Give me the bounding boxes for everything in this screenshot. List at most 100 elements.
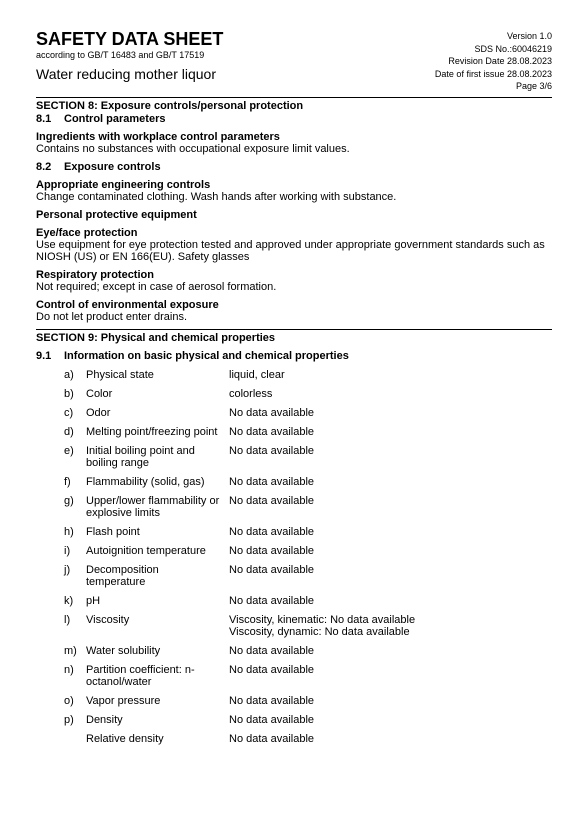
ppe-block: Personal protective equipment <box>36 209 552 221</box>
property-value: Viscosity, kinematic: No data available … <box>229 614 552 638</box>
property-row: n)Partition coefficient: n-octanol/water… <box>64 664 552 688</box>
property-row: e)Initial boiling point and boiling rang… <box>64 445 552 469</box>
env-block: Control of environmental exposure Do not… <box>36 299 552 323</box>
property-value: No data available <box>229 645 552 657</box>
section9-title: SECTION 9: Physical and chemical propert… <box>36 332 552 344</box>
s81-title: Control parameters <box>64 113 165 125</box>
eng-title: Appropriate engineering controls <box>36 179 552 191</box>
property-label: Density <box>86 714 229 726</box>
product-name: Water reducing mother liquor <box>36 66 223 82</box>
property-letter: c) <box>64 407 86 419</box>
ingredients-block: Ingredients with workplace control param… <box>36 131 552 155</box>
property-label: Partition coefficient: n-octanol/water <box>86 664 229 688</box>
divider <box>36 329 552 330</box>
s82-row: 8.2 Exposure controls <box>36 161 552 173</box>
property-letter: i) <box>64 545 86 557</box>
divider <box>36 97 552 98</box>
property-letter: f) <box>64 476 86 488</box>
property-label: Autoignition temperature <box>86 545 229 557</box>
property-letter: g) <box>64 495 86 507</box>
property-row: h)Flash pointNo data available <box>64 526 552 538</box>
env-text: Do not let product enter drains. <box>36 311 552 323</box>
property-letter: n) <box>64 664 86 676</box>
property-label: Flash point <box>86 526 229 538</box>
property-letter: l) <box>64 614 86 626</box>
property-value: No data available <box>229 407 552 419</box>
property-value: No data available <box>229 426 552 438</box>
eye-text: Use equipment for eye protection tested … <box>36 239 552 263</box>
s82-num: 8.2 <box>36 161 64 173</box>
resp-block: Respiratory protection Not required; exc… <box>36 269 552 293</box>
property-letter: d) <box>64 426 86 438</box>
property-letter: k) <box>64 595 86 607</box>
property-value: colorless <box>229 388 552 400</box>
property-label: Physical state <box>86 369 229 381</box>
eye-title: Eye/face protection <box>36 227 552 239</box>
property-label: Melting point/freezing point <box>86 426 229 438</box>
property-value: No data available <box>229 733 552 745</box>
property-label: pH <box>86 595 229 607</box>
ingredients-title: Ingredients with workplace control param… <box>36 131 552 143</box>
property-letter: p) <box>64 714 86 726</box>
header: SAFETY DATA SHEET according to GB/T 1648… <box>36 30 552 93</box>
property-row: l)ViscosityViscosity, kinematic: No data… <box>64 614 552 638</box>
property-row: p)DensityNo data available <box>64 714 552 726</box>
sds-no: SDS No.:60046219 <box>435 43 552 56</box>
property-row: g)Upper/lower flammability or explosive … <box>64 495 552 519</box>
eng-block: Appropriate engineering controls Change … <box>36 179 552 203</box>
s91-title: Information on basic physical and chemic… <box>64 350 349 362</box>
header-meta: Version 1.0 SDS No.:60046219 Revision Da… <box>435 30 552 93</box>
property-value: No data available <box>229 445 552 457</box>
property-row: c)OdorNo data available <box>64 407 552 419</box>
property-value: No data available <box>229 476 552 488</box>
eye-block: Eye/face protection Use equipment for ey… <box>36 227 552 263</box>
property-row: k)pHNo data available <box>64 595 552 607</box>
property-letter: j) <box>64 564 86 576</box>
property-label: Color <box>86 388 229 400</box>
property-letter: h) <box>64 526 86 538</box>
page-number: Page 3/6 <box>435 80 552 93</box>
property-label: Decomposition temperature <box>86 564 229 588</box>
revision-date: Revision Date 28.08.2023 <box>435 55 552 68</box>
property-label: Viscosity <box>86 614 229 626</box>
header-left: SAFETY DATA SHEET according to GB/T 1648… <box>36 30 223 92</box>
eng-text: Change contaminated clothing. Wash hands… <box>36 191 552 203</box>
property-row: i)Autoignition temperatureNo data availa… <box>64 545 552 557</box>
property-label: Flammability (solid, gas) <box>86 476 229 488</box>
ppe-title: Personal protective equipment <box>36 209 552 221</box>
property-value: No data available <box>229 495 552 507</box>
property-letter: a) <box>64 369 86 381</box>
property-row: b)Colorcolorless <box>64 388 552 400</box>
s91-num: 9.1 <box>36 350 64 362</box>
section8-title: SECTION 8: Exposure controls/personal pr… <box>36 100 552 112</box>
property-value: No data available <box>229 595 552 607</box>
property-label: Relative density <box>86 733 229 745</box>
property-value: No data available <box>229 564 552 576</box>
version: Version 1.0 <box>435 30 552 43</box>
property-label: Vapor pressure <box>86 695 229 707</box>
property-value: No data available <box>229 714 552 726</box>
env-title: Control of environmental exposure <box>36 299 552 311</box>
s91-row: 9.1 Information on basic physical and ch… <box>36 350 552 362</box>
doc-title: SAFETY DATA SHEET <box>36 30 223 50</box>
doc-subtitle: according to GB/T 16483 and GB/T 17519 <box>36 50 223 60</box>
properties-list: a)Physical stateliquid, clear b)Colorcolo… <box>64 369 552 745</box>
property-value: No data available <box>229 695 552 707</box>
s81-row: 8.1 Control parameters <box>36 113 552 125</box>
property-value: liquid, clear <box>229 369 552 381</box>
resp-title: Respiratory protection <box>36 269 552 281</box>
property-row: f)Flammability (solid, gas)No data avail… <box>64 476 552 488</box>
property-label: Upper/lower flammability or explosive li… <box>86 495 229 519</box>
property-label: Odor <box>86 407 229 419</box>
property-letter: m) <box>64 645 86 657</box>
property-letter: b) <box>64 388 86 400</box>
property-row: a)Physical stateliquid, clear <box>64 369 552 381</box>
property-label: Initial boiling point and boiling range <box>86 445 229 469</box>
resp-text: Not required; except in case of aerosol … <box>36 281 552 293</box>
ingredients-text: Contains no substances with occupational… <box>36 143 552 155</box>
property-value: No data available <box>229 664 552 676</box>
property-row: m)Water solubilityNo data available <box>64 645 552 657</box>
s81-num: 8.1 <box>36 113 64 125</box>
property-label: Water solubility <box>86 645 229 657</box>
property-value: No data available <box>229 545 552 557</box>
